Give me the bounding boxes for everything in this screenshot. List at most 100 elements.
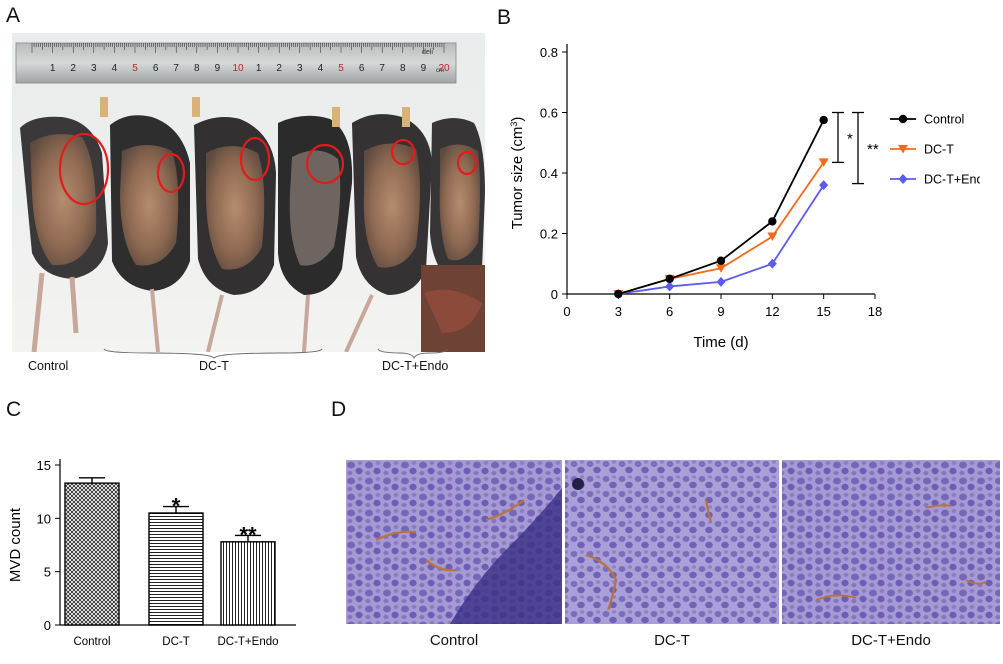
tumor-chart-y-tick-label: 0.2 (540, 227, 558, 242)
ruler-brand: deli (422, 49, 433, 56)
mvd-bar-chart: 0 5 10 15 Control DC-T * DC-T+Endo ** MVD count (7, 458, 296, 648)
ruler-label: 10 (232, 63, 244, 74)
ruler-label: 3 (91, 63, 97, 74)
ruler-label: 4 (112, 63, 118, 74)
series-point-control (614, 289, 623, 299)
mvd-chart-x-tick-label: DC-T (162, 636, 189, 648)
histology-dct-endo (782, 460, 1000, 624)
bar-dc-t (148, 512, 204, 626)
legend-marker (898, 114, 908, 124)
panel-letter-d: D (331, 398, 347, 421)
tumor-circle-4 (305, 143, 345, 185)
mvd-chart-y-tick-label: 5 (44, 565, 51, 580)
tumor-chart-x-tick-label: 15 (816, 304, 830, 319)
ruler-label: 20 (438, 63, 450, 74)
series-point-dc-t (767, 232, 778, 242)
tumor-chart-series (613, 115, 829, 299)
tumor-chart-y-tick-label: 0 (551, 287, 558, 302)
mvd-chart-ticks: 0 5 10 15 (37, 458, 60, 633)
ruler-label: 2 (276, 63, 282, 74)
mouse-photo: 1 2 3 4 5 6 7 8 9 10 1 2 3 4 5 6 7 8 9 20 deli cm (12, 33, 485, 352)
legend-label: DC-T (924, 143, 954, 157)
series-point-control (716, 256, 726, 265)
ruler-label: 8 (400, 63, 406, 74)
series-point-dc-t (818, 158, 829, 167)
mvd-chart-x-tick-label: DC-T+Endo (217, 636, 278, 648)
ruler-label: 9 (421, 63, 427, 74)
tumor-chart-y-tick-label: 0.6 (540, 106, 558, 121)
bar-control (64, 482, 120, 626)
ruler-label: 7 (173, 63, 179, 74)
caption-a-dct-endo: DC-T+Endo (382, 359, 449, 373)
mvd-chart-x-tick-label: Control (73, 636, 110, 648)
tumor-markers (58, 132, 478, 206)
ruler-label: 6 (359, 63, 365, 74)
mvd-chart-y-tick-label: 10 (37, 511, 51, 526)
tumor-chart-xlabel: Time (d) (693, 334, 748, 351)
tumor-circle-5 (390, 138, 416, 166)
tumor-chart-y-tick-label: 0.8 (540, 45, 558, 60)
panel-letter-c: C (6, 398, 22, 421)
caption-d-dct-endo: DC-T+Endo (851, 632, 931, 649)
histology-control (346, 460, 562, 624)
legend-label: Control (924, 113, 964, 127)
bracket-dct-endo (377, 348, 449, 360)
tumor-chart-x-tick-label: 6 (666, 304, 673, 319)
tumor-chart-x-tick-label: 18 (868, 304, 882, 319)
mvd-chart-ylabel: MVD count (7, 507, 24, 582)
tumor-chart-ticks: 0 3 6 9 12 15 18 0 0.2 0.4 0.6 0.8 (540, 45, 882, 319)
caption-d-dct: DC-T (654, 632, 690, 649)
tumor-chart-significance: *** (832, 111, 879, 185)
ruler (15, 42, 457, 84)
tumor-chart-x-tick-label: 3 (615, 304, 622, 319)
tumor-chart-x-tick-label: 9 (717, 304, 724, 319)
legend-marker (898, 174, 908, 184)
tumor-circle-2 (156, 152, 186, 194)
series-point-dc-t-endo (665, 281, 675, 292)
series-point-dc-t-endo (819, 180, 829, 191)
significance-label: ** (239, 522, 257, 547)
panel-letter-b: B (497, 6, 512, 29)
ruler-label: 4 (318, 63, 324, 74)
histology-images (346, 460, 1000, 624)
tumor-chart-x-tick-label: 12 (765, 304, 779, 319)
bracket-dct (103, 348, 323, 359)
ruler-ticks (31, 43, 445, 53)
mvd-chart-y-tick-label: 0 (44, 618, 51, 633)
series-point-dc-t-endo (716, 276, 726, 287)
series-point-dc-t (716, 264, 726, 273)
ruler-label: 7 (379, 63, 385, 74)
tumor-chart-x-tick-label: 0 (563, 304, 570, 319)
ruler-unit: cm (436, 68, 444, 74)
series-point-control (768, 217, 777, 226)
ruler-label: 6 (153, 63, 159, 74)
ruler-label: 5 (338, 63, 344, 74)
series-point-control (819, 115, 828, 125)
ruler-label: 8 (194, 63, 200, 74)
tumor-chart-ylabel: Tumor size (cm3) (509, 117, 526, 230)
tumor-chart-y-tick-label: 0.4 (540, 166, 558, 181)
histology-dct (565, 460, 779, 624)
ruler-label: 9 (215, 63, 221, 74)
ruler-label: 2 (70, 63, 76, 74)
ruler-label: 3 (297, 63, 303, 74)
ruler-label: 1 (256, 63, 262, 74)
caption-a-control: Control (28, 359, 69, 373)
ruler-label: 1 (50, 63, 56, 74)
tumor-circle-6 (456, 150, 478, 176)
ruler-labels: 1 2 3 4 5 6 7 8 9 10 1 2 3 4 5 6 7 8 9 20 (50, 63, 450, 74)
series-point-dc-t-endo (767, 258, 777, 269)
tumor-chart-axes (566, 44, 875, 295)
mice (20, 97, 485, 352)
bar-dc-t-endo (220, 541, 276, 626)
legend-marker (898, 145, 908, 154)
series-point-control (665, 274, 674, 284)
mvd-chart-bars: Control DC-T * DC-T+Endo ** (64, 477, 279, 648)
caption-brackets (103, 348, 449, 360)
panel-letter-a: A (6, 4, 21, 27)
caption-a-dct: DC-T (199, 359, 229, 373)
tumor-circle-1 (58, 132, 110, 206)
ruler-label: 5 (132, 63, 138, 74)
significance-label: * (847, 130, 853, 147)
